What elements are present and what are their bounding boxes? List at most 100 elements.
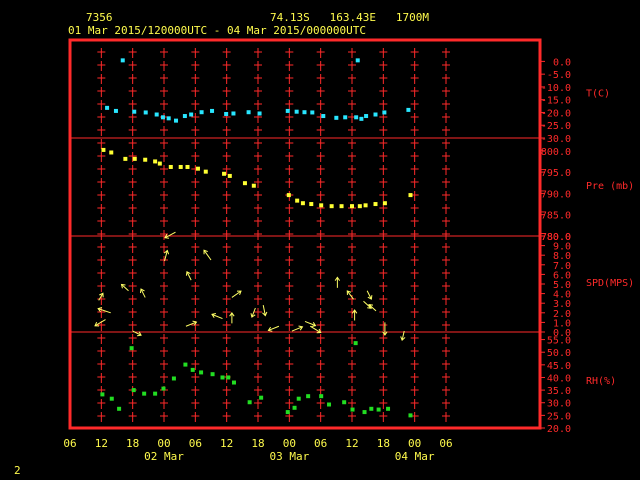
humidity-point: [142, 391, 147, 396]
temperature-point: [113, 108, 118, 113]
wind-arrow: [164, 231, 176, 239]
wind-arrow: [268, 325, 280, 331]
humidity-point: [353, 341, 358, 346]
panel-label-wind: SPD(MPS): [586, 278, 634, 289]
x-day-label: 03 Mar: [269, 450, 309, 463]
humidity-point: [386, 406, 391, 411]
humidity-point: [210, 372, 215, 377]
humidity-point: [109, 396, 114, 401]
humidity-point: [117, 406, 122, 411]
temperature-point: [310, 110, 315, 115]
pressure-point: [295, 198, 300, 203]
pressure-point: [132, 156, 137, 161]
pressure-point: [350, 204, 354, 209]
plot-frame: [68, 38, 542, 430]
station-location: 74.13S 163.43E 1700M: [270, 11, 429, 24]
temperature-point: [199, 110, 204, 115]
y-tick-label: 50.0: [547, 348, 571, 359]
panel-label-pressure: Pre (mb): [586, 181, 634, 192]
pressure-point: [109, 150, 114, 155]
wind-arrow: [186, 271, 192, 281]
wind-arrow-head: [99, 292, 104, 298]
y-tick-label: 8.0: [553, 251, 571, 262]
humidity-point: [408, 413, 413, 418]
y-tick-label: 40.0: [547, 373, 571, 384]
temperature-point: [406, 107, 411, 112]
station-id: 7356: [86, 11, 113, 24]
panel-label-humidity: RH(%): [586, 376, 616, 387]
wind-arrow-head: [185, 270, 191, 276]
wind-arrow: [140, 288, 146, 298]
humidity-point: [327, 402, 332, 407]
x-tick-label: 18: [126, 437, 139, 450]
x-tick-label: 06: [189, 437, 202, 450]
wind-arrow: [291, 326, 303, 332]
wind-arrow-head: [120, 283, 126, 289]
wind-arrow-head: [97, 307, 103, 313]
temperature-point: [321, 114, 326, 119]
temperature-point: [302, 110, 307, 115]
y-tick-label: 780.0: [541, 232, 571, 243]
temperature-point: [382, 110, 387, 115]
humidity-point: [376, 407, 381, 412]
x-tick-label: 00: [283, 437, 296, 450]
panel-label-temperature: T(C): [586, 89, 610, 100]
pressure-point: [143, 157, 148, 162]
pressure-point: [329, 204, 334, 209]
temperature-point: [334, 115, 339, 120]
pressure-point: [251, 183, 256, 188]
y-tick-label: 55.0: [547, 336, 571, 347]
x-tick-label: 12: [345, 437, 358, 450]
wind-arrow-head: [311, 322, 317, 327]
wind-arrow: [164, 250, 168, 262]
temperature-point: [154, 112, 159, 117]
temperature-point: [343, 115, 348, 120]
temperature-point: [166, 116, 171, 121]
pressure-point: [168, 164, 173, 169]
y-tick-label: 785.0: [541, 211, 571, 222]
wind-arrow: [94, 319, 106, 327]
pressure-point: [373, 202, 378, 207]
temperature-point: [174, 118, 179, 123]
y-tick-label: 800.0: [541, 147, 571, 158]
temperature-point: [294, 109, 299, 114]
wind-arrow-head: [211, 313, 217, 318]
wind-arrow: [121, 284, 129, 292]
temperature-point: [182, 114, 187, 119]
y-tick-label: -30.0: [541, 134, 571, 145]
temperature-point: [354, 115, 359, 120]
temperature-point: [355, 58, 360, 63]
y-tick-label: 0.0: [553, 57, 571, 68]
wind-arrow-head: [203, 249, 208, 255]
humidity-point: [285, 410, 290, 415]
y-tick-label: 9.0: [553, 242, 571, 253]
y-tick-label: -25.0: [541, 121, 571, 132]
wind-arrow: [401, 330, 405, 341]
humidity-point: [129, 346, 134, 351]
wind-arrow-head: [334, 276, 341, 281]
y-tick-label: 5.0: [553, 280, 571, 291]
humidity-point: [362, 410, 367, 415]
pressure-point: [101, 147, 106, 152]
x-day-label: 02 Mar: [144, 450, 184, 463]
humidity-point: [171, 376, 176, 381]
y-tick-label: -5.0: [547, 70, 571, 81]
x-tick-label: 06: [63, 437, 76, 450]
humidity-point: [100, 392, 105, 397]
wind-arrow: [346, 290, 354, 300]
humidity-point: [369, 406, 374, 411]
y-tick-label: -10.0: [541, 83, 571, 94]
wind-arrow-head: [163, 249, 170, 255]
temperature-point: [231, 111, 236, 116]
humidity-point: [296, 396, 301, 401]
x-day-label: 04 Mar: [395, 450, 435, 463]
wind-arrow-head: [316, 328, 322, 334]
temperature-point: [120, 58, 125, 63]
wind-arrow: [185, 321, 197, 327]
x-tick-label: 12: [220, 437, 233, 450]
y-tick-label: 795.0: [541, 168, 571, 179]
x-tick-label: 06: [314, 437, 327, 450]
pressure-point: [309, 202, 314, 207]
x-tick-label: 18: [377, 437, 390, 450]
y-tick-label: 780.0: [541, 232, 571, 243]
